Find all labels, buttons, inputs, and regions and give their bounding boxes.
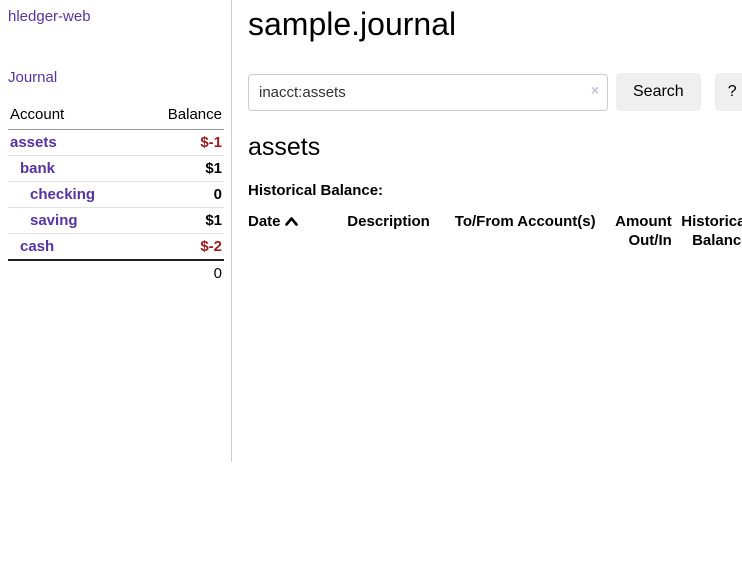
- sidebar-nav: Journal: [8, 69, 231, 102]
- account-balance: $-1: [137, 129, 224, 156]
- account-link[interactable]: bank: [20, 160, 56, 177]
- main-content: sample.journal × Search ? assets Histori…: [232, 0, 742, 582]
- account-heading: assets: [248, 133, 321, 161]
- register-header-date[interactable]: Date: [248, 209, 347, 253]
- sort-ascending-icon: [284, 212, 298, 231]
- account-row: assets $-1: [8, 129, 224, 156]
- clear-search-icon[interactable]: ×: [590, 81, 599, 98]
- search-box: ×: [248, 73, 608, 111]
- account-balance: $1: [137, 207, 224, 234]
- accounts-total: 0: [137, 259, 224, 286]
- account-link[interactable]: cash: [20, 238, 55, 255]
- register-header-date-label: Date: [248, 213, 281, 230]
- sidebar: hledger-web Journal Account Balance asse…: [0, 0, 232, 462]
- chart-title: Historical Balance:: [248, 182, 384, 199]
- register-header-description: Description: [347, 213, 430, 230]
- account-link[interactable]: assets: [10, 134, 57, 151]
- accounts-header-balance: Balance: [137, 102, 224, 130]
- account-balance: $1: [137, 155, 224, 182]
- search-form: × Search ?: [248, 73, 742, 111]
- nav-journal-link[interactable]: Journal: [8, 69, 58, 86]
- accounts-table: Account Balance assets $-1 bank $1 checking 0…: [8, 102, 224, 286]
- account-row: bank $1: [8, 155, 224, 182]
- register-header-amount: Amount Out/In: [615, 213, 672, 249]
- account-link[interactable]: checking: [30, 186, 96, 203]
- register-header-balance: Historical Balance: [681, 213, 742, 249]
- account-balance: 0: [137, 181, 224, 208]
- page-title: sample.journal: [248, 6, 457, 42]
- account-row: checking 0: [8, 181, 224, 208]
- search-button[interactable]: Search: [616, 73, 701, 111]
- account-balance: $-2: [137, 233, 224, 261]
- app-title-link[interactable]: hledger-web: [8, 8, 91, 25]
- register-table: Date Description To/From Account(s) Amou…: [248, 209, 742, 253]
- account-link[interactable]: saving: [30, 212, 78, 229]
- account-row: saving $1: [8, 207, 224, 234]
- accounts-header-account: Account: [8, 102, 138, 130]
- help-button[interactable]: ?: [714, 73, 742, 111]
- search-input[interactable]: [248, 73, 608, 111]
- register-header-accounts: To/From Account(s): [454, 213, 596, 230]
- account-row: cash $-2: [8, 233, 224, 261]
